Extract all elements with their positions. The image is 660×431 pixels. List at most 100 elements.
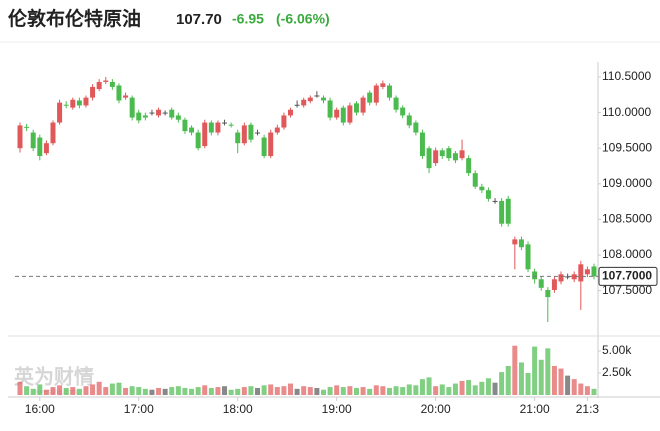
volume-bar [235,388,241,395]
candle-body [512,239,518,245]
candle-body [584,269,590,275]
candle-body [485,190,491,199]
volume-bar [380,386,386,395]
volume-bar [327,387,333,395]
volume-bar [472,385,478,395]
candle-body [353,103,359,113]
candle-body [558,274,564,282]
volume-bar [215,387,221,395]
candle-body [406,115,412,126]
y-tick-label: 110.5000 [602,69,651,83]
candle-body [591,266,597,277]
volume-bar [228,389,234,395]
candle-body [162,112,168,114]
volume-bar [532,346,538,395]
candle-body [367,92,373,103]
candle-body [452,153,458,161]
last-price-box [598,266,658,286]
candle-body [327,100,333,118]
volume-bar [499,372,505,395]
candle-body [123,95,129,98]
candle-body [288,109,294,116]
candle-body [149,112,155,114]
x-tick-label: 21:3 [576,402,600,416]
y-tick-label: 109.0000 [602,176,652,190]
volume-bar [492,382,498,395]
volume-bar [353,387,359,395]
volume-bar [347,386,353,395]
candle-body [551,279,557,290]
volume-bar [505,365,511,395]
volume-bar [571,379,577,395]
candle-body [208,122,214,133]
candle-body [419,132,425,157]
candle-body [393,97,399,110]
candle-body [525,244,531,270]
volume-bar [43,389,49,395]
volume-bar [90,384,96,395]
candle-body [169,109,175,118]
candle-body [241,125,247,144]
volume-bar [222,386,228,395]
candle-body [189,127,195,133]
candle-body [426,148,432,169]
volume-bar [466,380,472,395]
candle-body [386,85,392,98]
candle-body [50,122,56,144]
candle-body [320,97,326,101]
volume-bar [169,387,175,395]
candle-body [103,80,109,82]
volume-tick-label: 2.50k [602,365,632,379]
candle-body [24,126,30,128]
candle-body [195,132,201,149]
candle-body [479,186,485,191]
volume-bar [162,388,168,395]
candle-body [37,137,43,157]
volume-bar [202,385,208,395]
candle-body [228,124,234,126]
volume-bar [241,387,247,395]
volume-tick-label: 5.00k [602,343,632,357]
candle-body [248,124,254,140]
volume-bar [70,387,76,395]
volume-bar [57,385,63,395]
x-tick-label: 18:00 [223,402,253,416]
change: -6.95 [232,11,264,27]
y-tick-label: 109.5000 [602,140,652,154]
candle-body [268,132,274,157]
volume-bar [393,386,399,395]
y-tick-label: 108.0000 [602,247,652,261]
candle-body [63,104,69,106]
volume-bar [142,388,148,395]
volume-bar [373,385,379,395]
volume-bar [274,387,280,395]
candle-body [235,132,241,144]
volume-bar [360,387,366,395]
candle-body [380,83,386,87]
candle-body [334,109,340,118]
volume-bar [367,388,373,395]
volume-bar [314,387,320,395]
volume-bar [149,389,155,395]
candle-body [255,132,261,134]
volume-bar [340,387,346,395]
candle-body [347,105,353,123]
candle-body [400,107,406,116]
candle-body [578,264,584,282]
candle-body [142,115,148,118]
candle-body [413,122,419,133]
candle-body [96,81,102,90]
volume-bar [558,368,564,395]
volume-bar [307,387,313,395]
candle-body [57,102,63,123]
candle-body [446,148,452,159]
volume-bar [261,385,267,395]
candle-body [182,119,188,132]
y-tick-label: 107.5000 [602,283,652,297]
volume-bar [518,362,524,395]
candle-body [545,289,551,298]
candle-body [492,200,498,202]
x-tick-label: 20:00 [421,402,451,416]
volume-bar [538,359,544,395]
